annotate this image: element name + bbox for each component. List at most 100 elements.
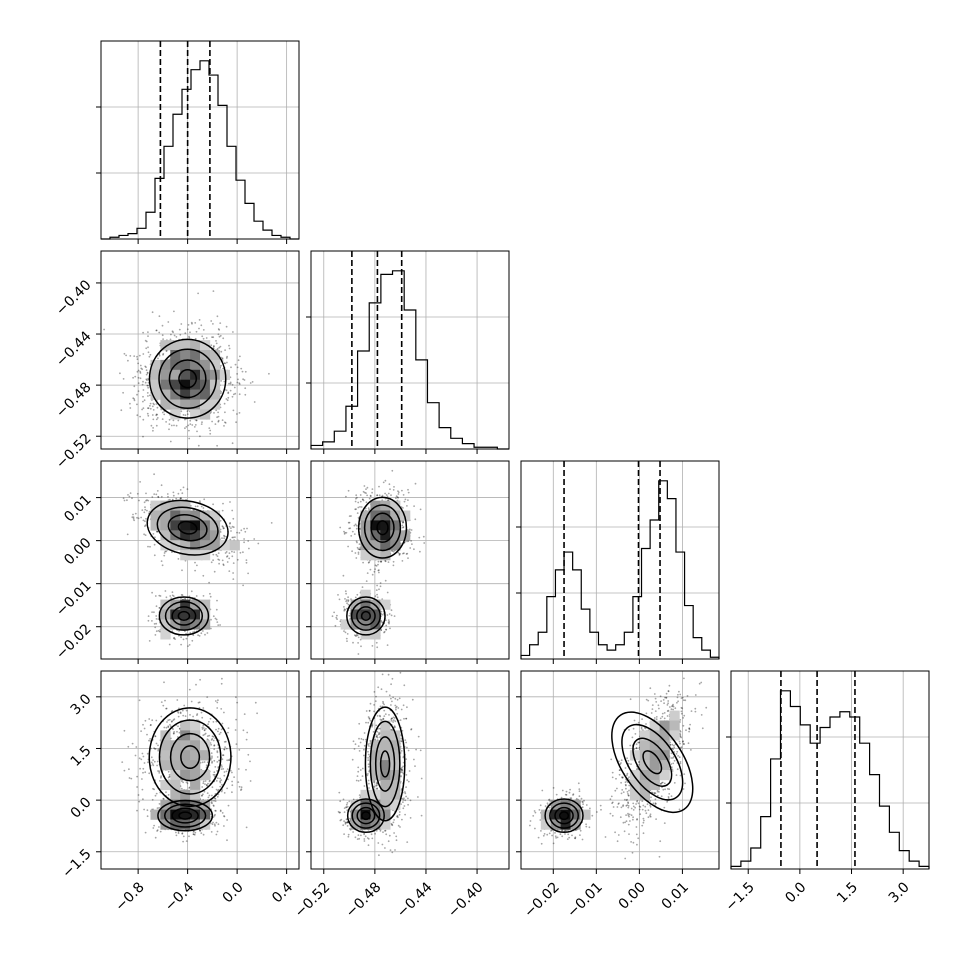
scatter-point: [171, 630, 174, 633]
scatter-point: [224, 740, 227, 743]
scatter-point: [375, 589, 378, 591]
scatter-point: [186, 488, 189, 490]
scatter-point: [244, 393, 247, 396]
scatter-point: [219, 519, 222, 522]
scatter-point: [200, 632, 203, 635]
scatter-point: [414, 518, 417, 521]
scatter-point: [247, 540, 250, 542]
scatter-point: [397, 496, 399, 499]
scatter-point: [163, 681, 165, 684]
scatter-point: [168, 643, 171, 646]
scatter-point: [357, 636, 360, 639]
scatter-point: [218, 335, 221, 338]
density-cell: [209, 389, 221, 400]
scatter-point: [347, 489, 350, 492]
scatter-point: [179, 497, 182, 500]
density-cell: [150, 389, 161, 400]
scatter-point: [238, 383, 241, 385]
scatter-point: [221, 537, 223, 539]
scatter-point: [226, 361, 228, 364]
scatter-point: [224, 552, 227, 554]
scatter-point: [194, 424, 197, 426]
panel-3-3: [726, 670, 930, 874]
scatter-point: [390, 614, 393, 617]
scatter-point: [368, 561, 370, 563]
scatter-point: [165, 596, 168, 599]
scatter-point: [169, 498, 171, 501]
scatter-point: [337, 594, 339, 596]
scatter-point: [339, 526, 342, 529]
scatter-point: [133, 519, 136, 522]
scatter-point: [191, 322, 193, 325]
scatter-point: [202, 595, 205, 597]
density-cell: [190, 619, 201, 630]
scatter-point: [236, 373, 239, 375]
scatter-point: [356, 634, 359, 637]
density-cell: [200, 389, 211, 400]
density-cell: [350, 619, 361, 630]
scatter-point: [222, 563, 225, 566]
scatter-point: [142, 380, 144, 383]
scatter-point: [132, 397, 135, 400]
density-cell: [150, 379, 161, 390]
density-cell: [209, 359, 221, 371]
scatter-point: [223, 534, 225, 537]
scatter-point: [218, 559, 221, 561]
scatter-point: [141, 368, 144, 371]
scatter-point: [222, 527, 225, 530]
scatter-point: [336, 618, 338, 620]
scatter-point: [229, 382, 232, 385]
scatter-point: [388, 483, 391, 486]
scatter-point: [166, 493, 169, 495]
scatter-point: [152, 427, 155, 429]
scatter-point: [153, 623, 156, 625]
scatter-point: [343, 533, 346, 535]
scatter-point: [213, 345, 215, 347]
scatter-point: [208, 427, 211, 429]
scatter-point: [391, 550, 394, 553]
scatter-point: [180, 643, 183, 646]
scatter-point: [234, 392, 237, 395]
scatter-point: [149, 545, 151, 548]
scatter-point: [331, 615, 334, 618]
scatter-point: [230, 530, 232, 532]
scatter-point: [373, 570, 376, 573]
scatter-point: [143, 399, 146, 402]
scatter-point: [180, 594, 183, 596]
scatter-point: [133, 355, 136, 357]
scatter-point: [342, 574, 345, 577]
density-cell: [170, 379, 181, 390]
scatter-point: [168, 418, 171, 421]
panel-3-0: [96, 670, 300, 874]
scatter-point: [234, 536, 236, 538]
scatter-point: [217, 552, 220, 554]
scatter-point: [405, 540, 407, 543]
scatter-point: [157, 357, 159, 360]
scatter-point: [405, 553, 408, 555]
scatter-point: [154, 626, 157, 629]
scatter-point: [368, 497, 371, 500]
scatter-point: [362, 561, 364, 564]
scatter-point: [151, 591, 154, 594]
scatter-point: [162, 353, 164, 356]
axes-frame: [730, 670, 930, 870]
scatter-point: [171, 498, 174, 501]
density-cell: [209, 520, 221, 531]
scatter-point: [161, 324, 164, 327]
scatter-point: [225, 325, 228, 328]
scatter-point: [145, 369, 148, 372]
density-cell: [360, 599, 371, 610]
scatter-point: [143, 501, 146, 504]
scatter-point: [149, 404, 151, 407]
scatter-point: [375, 565, 378, 567]
density-cell: [390, 500, 401, 511]
scatter-point: [156, 530, 158, 533]
scatter-point: [343, 530, 345, 533]
scatter-point: [154, 634, 157, 636]
scatter-point: [226, 555, 228, 558]
scatter-point: [173, 310, 175, 313]
scatter-point: [358, 543, 361, 545]
scatter-point: [170, 597, 173, 600]
scatter-point: [195, 595, 198, 597]
scatter-point: [136, 355, 138, 358]
